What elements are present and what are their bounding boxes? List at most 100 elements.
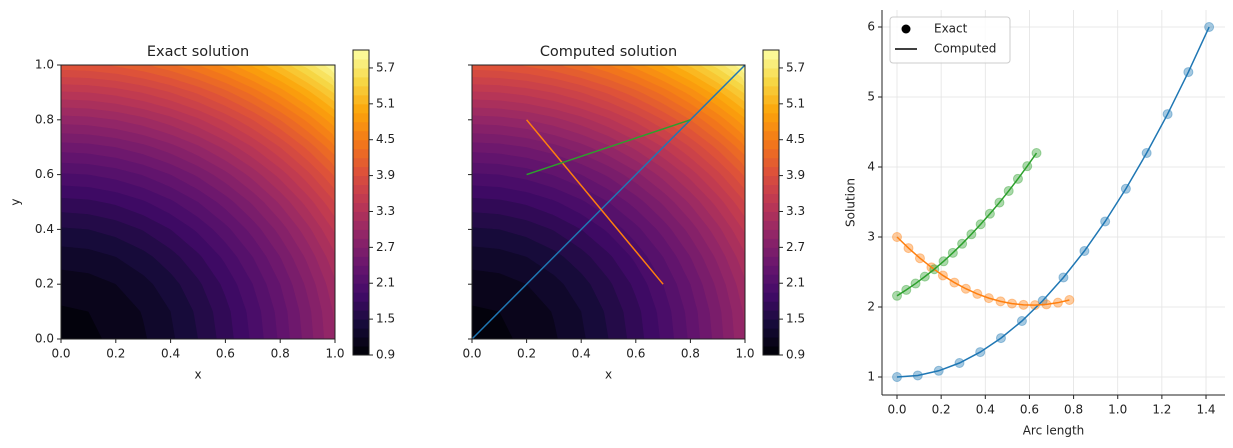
x-tick-label: 1.0 [1108,403,1127,417]
line-path [526,119,664,285]
colorbar-band [763,103,779,114]
colorbar-band [763,112,779,123]
colorbar-band [763,166,779,177]
colorbar-band [353,103,369,114]
x-tick-label: 1.4 [1196,403,1215,417]
x-tick-label: 0.8 [681,347,700,361]
colorbar-tick-label: 3.9 [786,168,805,182]
colorbar-band [763,301,779,311]
axes-frame [471,64,746,340]
colorbar-band [763,184,779,195]
colorbar-tick-label: 2.7 [786,240,805,254]
y-axis-label: y [9,198,23,205]
colorbar-band [353,337,369,347]
x-tick-label: 1.0 [325,347,344,361]
colorbar-band [353,139,369,150]
colorbar-band [763,292,779,302]
colorbar-band [763,247,779,257]
colorbar-band [353,265,369,275]
colorbar-band [763,238,779,248]
colorbar-band [353,85,369,96]
colorbar-band [763,139,779,150]
y-tick-label: 1 [867,370,875,384]
colorbar-band [353,220,369,230]
colorbar-tick-label: 5.7 [376,60,395,74]
colorbar-tick-label: 4.5 [786,132,805,146]
colorbar-band [763,175,779,186]
legend-box [889,16,1011,64]
colorbar-band [353,157,369,168]
colorbar-band [353,112,369,123]
line-path [471,64,746,340]
colorbar-band [353,166,369,177]
colorbar-band [353,301,369,311]
colorbar-band [353,229,369,239]
colorbar-band [763,67,779,78]
x-tick-label: 0.4 [976,403,995,417]
x-tick-label: 0.2 [517,347,536,361]
y-tick-label: 3 [867,230,875,244]
colorbar-band [353,175,369,186]
colorbar-band [763,58,779,69]
x-tick-label: 0.2 [106,347,125,361]
x-tick-label: 0.6 [1020,403,1039,417]
colorbar-band [353,247,369,257]
colorbar-tick-label: 4.5 [376,132,395,146]
colorbar-band [353,50,369,60]
x-tick-label: 1.2 [1152,403,1171,417]
colorbar-band [353,256,369,266]
legend-label: Exact [934,22,968,36]
y-tick-label: 0.6 [35,167,54,181]
y-tick-label: 1.0 [35,58,54,72]
colorbar-band [353,67,369,78]
colorbar-band [353,94,369,105]
contour-group [61,65,335,339]
colorbar-band [353,238,369,248]
colorbar-band [353,76,369,87]
colorbar-band [353,274,369,284]
colorbar-tick-label: 1.5 [376,312,395,326]
colorbar-band [353,211,369,221]
colorbar-band [353,283,369,293]
colorbar-band [763,283,779,293]
y-tick-label: 4 [867,160,875,174]
colorbar-band [763,85,779,96]
colorbar-band [353,328,369,338]
axes-title: Exact solution [147,44,249,60]
line-path [526,119,691,176]
colorbar-tick-label: 2.1 [786,276,805,290]
colorbar-tick-label: 2.1 [376,276,395,290]
x-tick-label: 0.6 [626,347,645,361]
colorbar-band [353,184,369,195]
colorbar-band [763,220,779,230]
y-tick-label: 5 [867,90,875,104]
colorbar-band [763,211,779,221]
colorbar-band [763,76,779,87]
colorbar-band [353,148,369,159]
colorbar-tick-label: 1.5 [786,312,805,326]
colorbar-band [353,58,369,69]
colorbar-band [353,202,369,212]
y-tick-label: 6 [867,20,875,34]
x-tick-label: 0.4 [161,347,180,361]
colorbar-band [763,319,779,329]
colorbar-band [763,346,779,356]
contour-band [61,305,103,339]
colorbar-tick-label: 3.3 [376,204,395,218]
colorbar-frame [352,49,370,356]
colorbar-band [353,292,369,302]
x-axis-label: x [194,368,201,382]
legend-marker [901,24,911,34]
x-tick-label: 0.8 [271,347,290,361]
axes-frame [60,64,336,340]
colorbar-band [763,337,779,347]
computed-line [896,236,1070,306]
colorbar-band [353,319,369,329]
colorbar-band [763,94,779,105]
colorbar-band [763,148,779,159]
colorbar-tick-label: 5.7 [786,60,805,74]
x-tick-label: 0.6 [216,347,235,361]
x-axis-label: Arc length [1023,424,1085,438]
colorbar-band [763,229,779,239]
y-tick-label: 0.2 [35,277,54,291]
